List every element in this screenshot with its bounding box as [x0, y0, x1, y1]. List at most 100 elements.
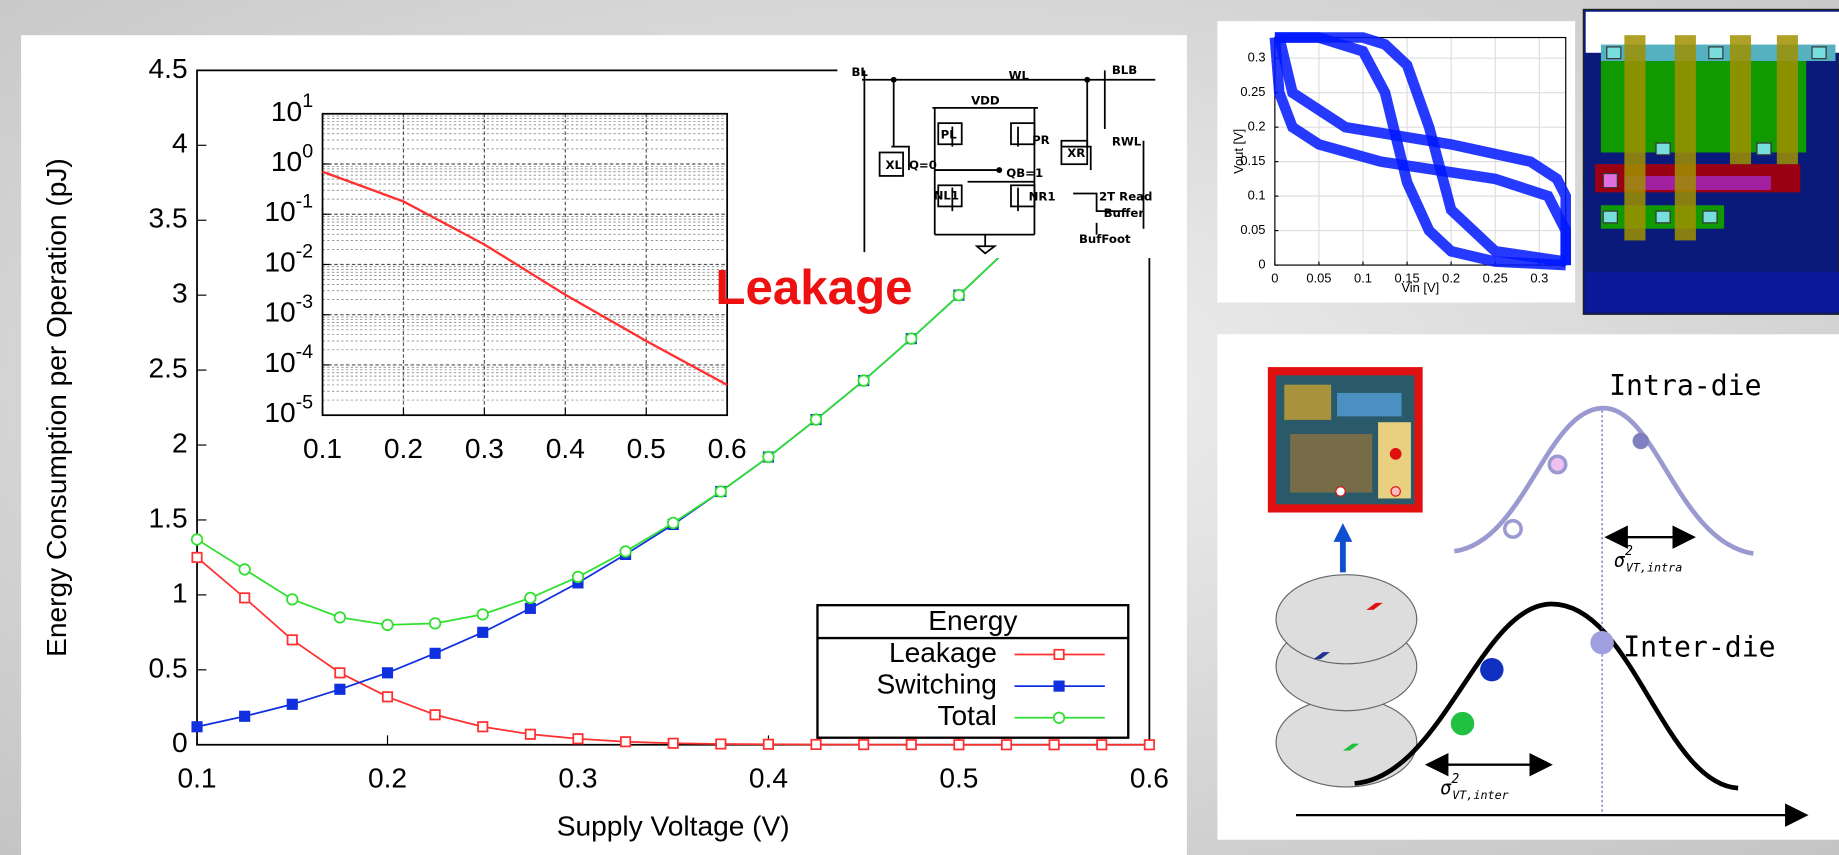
- x-axis-label: Vin [V]: [1401, 280, 1439, 295]
- point: [382, 620, 393, 631]
- x-tick-label: 0.3: [558, 762, 597, 793]
- point: [763, 452, 774, 463]
- layout-contact: [1812, 47, 1826, 59]
- point: [1002, 740, 1011, 749]
- point: [716, 486, 727, 497]
- point: [477, 609, 488, 620]
- schematic-label: NR1: [1029, 190, 1056, 204]
- y-tick-label: 0.5: [149, 652, 188, 683]
- x-tick-label: 0.4: [749, 762, 788, 793]
- point: [1097, 740, 1106, 749]
- point: [716, 739, 725, 748]
- point: [954, 290, 965, 301]
- schematic-label: NL1: [934, 188, 959, 202]
- sigma-sup: 2: [1452, 771, 1460, 786]
- sample-dot: [1451, 712, 1474, 735]
- x-tick-label: 0.2: [384, 433, 423, 464]
- point: [430, 618, 441, 629]
- legend-title: Energy: [928, 605, 1017, 636]
- point: [288, 635, 297, 644]
- schematic-label: RWL: [1112, 134, 1142, 148]
- point: [335, 685, 344, 694]
- schematic-label: PR: [1032, 133, 1050, 147]
- y-tick-label: 0: [1258, 256, 1265, 271]
- schematic-label: VDD: [971, 93, 1000, 107]
- layout-contact: [1603, 211, 1617, 223]
- x-tick-label: 0.4: [546, 433, 585, 464]
- layout-gate: [1624, 35, 1645, 240]
- point: [620, 546, 631, 557]
- layout-contact: [1757, 143, 1771, 155]
- sample-dot: [1480, 658, 1503, 681]
- schematic-label: 2T Read: [1099, 190, 1153, 204]
- point: [764, 740, 773, 749]
- x-tick-label: 0.3: [1530, 271, 1548, 286]
- inter-label: Inter-die: [1623, 631, 1775, 664]
- layout-contact: [1703, 211, 1717, 223]
- x-tick-label: 0.25: [1483, 271, 1508, 286]
- schematic-label: BLB: [1112, 63, 1137, 77]
- sample-dot: [1633, 433, 1649, 449]
- legend-label: Total: [937, 700, 996, 731]
- legend-label: Leakage: [889, 637, 997, 668]
- y-tick-label: 1: [172, 577, 188, 608]
- point: [668, 518, 679, 529]
- layout-image: [1583, 9, 1839, 314]
- page: html, body { margin: 0; padding: 0; over…: [0, 0, 1839, 855]
- layout-rail: [1586, 272, 1839, 312]
- point: [526, 730, 535, 739]
- x-tick-label: 0.1: [303, 433, 342, 464]
- schematic-label: BL: [851, 65, 868, 79]
- y-tick-label: 0.3: [1248, 50, 1266, 65]
- node: [1084, 77, 1090, 83]
- sigma-sub: VT,inter: [1452, 788, 1508, 802]
- x-tick-label: 0.1: [177, 762, 216, 793]
- y-tick-label: 2.5: [149, 353, 188, 384]
- schematic-label: XL: [885, 158, 902, 172]
- x-tick-label: 0.5: [627, 433, 666, 464]
- legend-label: Switching: [877, 669, 997, 700]
- x-axis-label: Supply Voltage (V): [557, 810, 790, 841]
- layout-contact: [1709, 47, 1723, 59]
- point: [526, 604, 535, 613]
- point: [383, 668, 392, 677]
- x-tick-label: 0.05: [1306, 271, 1331, 286]
- annotation: Leakage: [715, 260, 912, 315]
- chip-dot: [1390, 448, 1402, 460]
- layout-contact: [1607, 47, 1621, 59]
- point: [1049, 740, 1058, 749]
- sample-dot: [1505, 521, 1521, 537]
- point: [573, 572, 584, 583]
- y-tick-label: 3: [172, 278, 188, 309]
- schematic-label: Q=0: [909, 158, 937, 172]
- y-tick-label: 4.5: [149, 53, 188, 84]
- layout-gate: [1730, 35, 1751, 164]
- point: [240, 712, 249, 721]
- y-tick-label: 3.5: [149, 203, 188, 234]
- chip-dot: [1391, 487, 1400, 496]
- point: [430, 710, 439, 719]
- inset-background: [240, 91, 742, 469]
- point: [811, 740, 820, 749]
- chip-block: [1337, 393, 1402, 416]
- y-tick-label: 1.5: [149, 502, 188, 533]
- point: [192, 553, 201, 562]
- point: [954, 740, 963, 749]
- intra-label: Intra-die: [1609, 369, 1761, 402]
- sample-dot: [1590, 631, 1613, 654]
- point: [859, 740, 868, 749]
- x-tick-label: 0.3: [465, 433, 504, 464]
- point: [907, 740, 916, 749]
- x-tick-label: 0.5: [939, 762, 978, 793]
- point: [858, 375, 869, 386]
- y-tick-label: 0: [172, 727, 188, 758]
- layout-gate: [1675, 35, 1696, 240]
- sigma: σ: [1440, 778, 1452, 799]
- chip-block: [1290, 434, 1372, 493]
- legend-marker: [1054, 681, 1063, 690]
- point: [192, 722, 201, 731]
- point: [1145, 740, 1154, 749]
- sigma-sup: 2: [1625, 544, 1633, 559]
- legend-marker: [1054, 712, 1065, 723]
- sigma-sub: VT,intra: [1626, 560, 1682, 574]
